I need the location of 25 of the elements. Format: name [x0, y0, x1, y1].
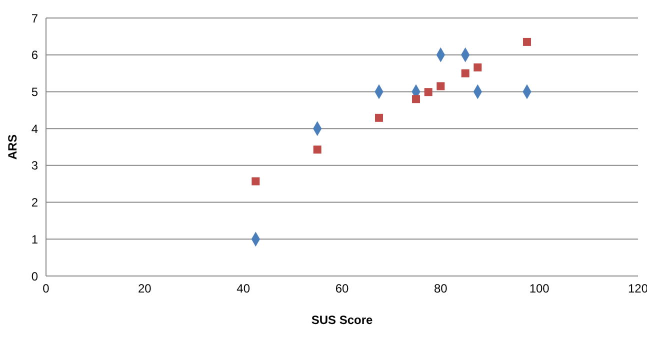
point	[436, 82, 445, 90]
x-tick-label: 20	[138, 282, 152, 296]
point	[461, 69, 470, 78]
y-tick-label: 6	[31, 48, 38, 62]
y-axis-title: ARS	[5, 134, 20, 160]
x-tick-label: 40	[236, 282, 250, 296]
x-tick-label: 0	[42, 282, 50, 296]
point	[252, 177, 260, 186]
point	[313, 146, 322, 154]
point	[523, 38, 531, 46]
point	[375, 114, 383, 122]
y-tick-label: 4	[31, 122, 38, 136]
x-axis-title: SUS Score	[311, 313, 374, 327]
y-tick-label: 0	[31, 269, 38, 284]
x-tick-label: 80	[434, 282, 448, 296]
y-tick-label: 2	[31, 196, 38, 210]
point	[412, 95, 420, 104]
x-tick-label: 60	[335, 282, 349, 296]
y-tick-label: 3	[31, 158, 38, 173]
x-tick-label: 100	[529, 282, 550, 296]
point	[474, 63, 482, 72]
y-tick-label: 5	[31, 84, 38, 99]
y-tick-label: 7	[31, 11, 38, 26]
y-tick-label: 1	[31, 232, 38, 246]
point	[424, 88, 432, 96]
